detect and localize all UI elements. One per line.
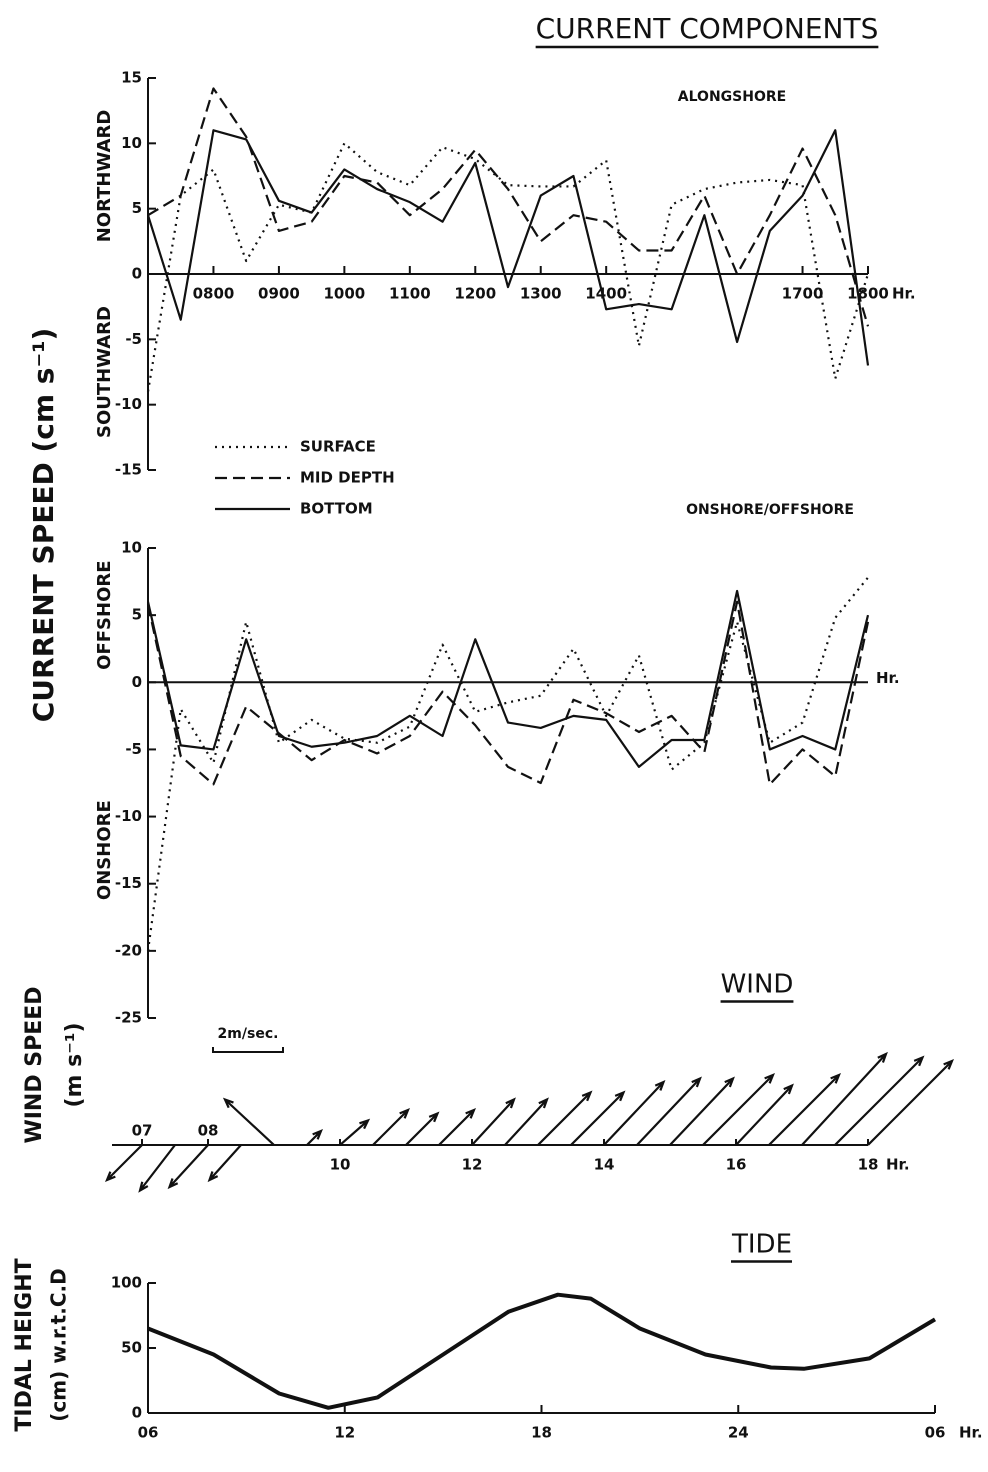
y-tick-label: -10 — [115, 807, 142, 825]
wind-arrow — [735, 1083, 794, 1146]
y-tick-label: 0 — [132, 1404, 142, 1422]
data-line — [146, 142, 870, 392]
data-line — [147, 1292, 937, 1410]
data-line — [147, 87, 870, 327]
wind-arrow — [801, 1051, 888, 1146]
x-tick-label: 18 — [531, 1424, 552, 1442]
y-tick-label: 0 — [132, 265, 142, 283]
data-line — [146, 600, 870, 786]
y-axis-label: CURRENT SPEED (cm s⁻¹) — [27, 328, 60, 723]
y-tick-label: 0 — [132, 673, 142, 691]
wind-arrow — [138, 1144, 176, 1193]
y-tick-label: -5 — [125, 330, 142, 348]
x-unit: Hr. — [876, 669, 900, 687]
data-line — [146, 129, 870, 366]
x-tick-label: 1100 — [389, 285, 431, 303]
scale-label: 2m/sec. — [218, 1026, 279, 1042]
wind-arrow — [570, 1090, 626, 1146]
wind-arrow — [636, 1076, 702, 1146]
y-tick-label: -15 — [115, 461, 142, 479]
wind-arrow — [867, 1059, 954, 1146]
x-tick-label: 08 — [198, 1122, 219, 1140]
y-axis-label: (m s⁻¹) — [62, 1022, 87, 1107]
x-tick-label: 06 — [138, 1424, 159, 1442]
wind-arrow — [768, 1073, 841, 1146]
x-tick-label: 1300 — [520, 285, 562, 303]
wind-arrow — [207, 1144, 242, 1183]
data-line — [146, 576, 869, 952]
wind-arrow — [438, 1108, 476, 1146]
x-tick-label: 24 — [728, 1424, 749, 1442]
x-tick-label: 12 — [462, 1156, 483, 1174]
wind-arrow — [702, 1073, 775, 1146]
legend-label: BOTTOM — [300, 500, 373, 518]
x-tick-label: 07 — [132, 1122, 153, 1140]
chart-title: WIND — [721, 970, 794, 1000]
y-tick-label: -5 — [125, 740, 142, 758]
y-tick-label: 100 — [111, 1274, 142, 1292]
wind-arrow — [537, 1090, 593, 1146]
legend-label: MID DEPTH — [300, 469, 395, 487]
wind-arrow — [372, 1108, 410, 1146]
x-unit: Hr. — [959, 1424, 983, 1442]
x-tick-label: 16 — [726, 1156, 747, 1174]
panel-label: ONSHORE/OFFSHORE — [686, 502, 854, 518]
wind-arrow — [504, 1097, 549, 1146]
x-tick-label: 1200 — [454, 285, 496, 303]
y-tick-label: -20 — [115, 941, 142, 959]
x-tick-label: 14 — [594, 1156, 615, 1174]
x-tick-label: 1400 — [585, 285, 627, 303]
legend-label: SURFACE — [300, 438, 376, 456]
wind-arrow — [471, 1097, 516, 1146]
y-tick-label: 10 — [121, 539, 142, 557]
y-tick-label: 10 — [121, 134, 142, 152]
chart-title: TIDE — [731, 1230, 792, 1260]
wind-arrow — [339, 1118, 371, 1146]
x-tick-label: 0900 — [258, 285, 300, 303]
x-unit: Hr. — [892, 285, 916, 303]
y-tick-label: 15 — [121, 69, 142, 87]
y-tick-label: -10 — [115, 395, 142, 413]
chart-title: CURRENT COMPONENTS — [536, 12, 879, 45]
y-axis-label: (cm) w.r.t.C.D — [47, 1268, 71, 1421]
y-tick-label: -25 — [115, 1009, 142, 1027]
y-axis-label: WIND SPEED — [22, 986, 47, 1143]
wind-arrow — [167, 1144, 209, 1190]
wind-arrow — [405, 1111, 440, 1146]
scale-bar — [212, 1047, 284, 1053]
y-tick-label: 5 — [132, 606, 142, 624]
wind-arrow — [834, 1055, 925, 1146]
wind-arrow — [603, 1079, 666, 1146]
x-tick-label: 0800 — [193, 285, 235, 303]
data-line — [146, 589, 870, 768]
x-tick-label: 10 — [330, 1156, 351, 1174]
wind-arrow — [669, 1076, 735, 1146]
y-axis-label: TIDAL HEIGHT — [12, 1258, 37, 1431]
wind-arrow — [222, 1097, 275, 1146]
x-tick-label: 1000 — [323, 285, 365, 303]
wind-arrow — [306, 1129, 323, 1146]
x-tick-label: 12 — [334, 1424, 355, 1442]
x-tick-label: 18 — [858, 1156, 879, 1174]
y-axis-label: SOUTHWARD — [94, 306, 115, 438]
wind-arrow — [105, 1144, 143, 1182]
y-tick-label: 5 — [132, 199, 142, 217]
y-tick-label: 50 — [121, 1339, 142, 1357]
y-axis-label: NORTHWARD — [94, 110, 115, 243]
x-unit: Hr. — [886, 1156, 910, 1174]
y-axis-label: OFFSHORE — [94, 560, 115, 669]
x-tick-label: 1800 — [847, 285, 889, 303]
x-tick-label: 06 — [925, 1424, 946, 1442]
panel-label: ALONGSHORE — [678, 89, 786, 105]
y-axis-label: ONSHORE — [94, 800, 115, 900]
y-tick-label: -15 — [115, 874, 142, 892]
x-tick-label: 1700 — [782, 285, 824, 303]
